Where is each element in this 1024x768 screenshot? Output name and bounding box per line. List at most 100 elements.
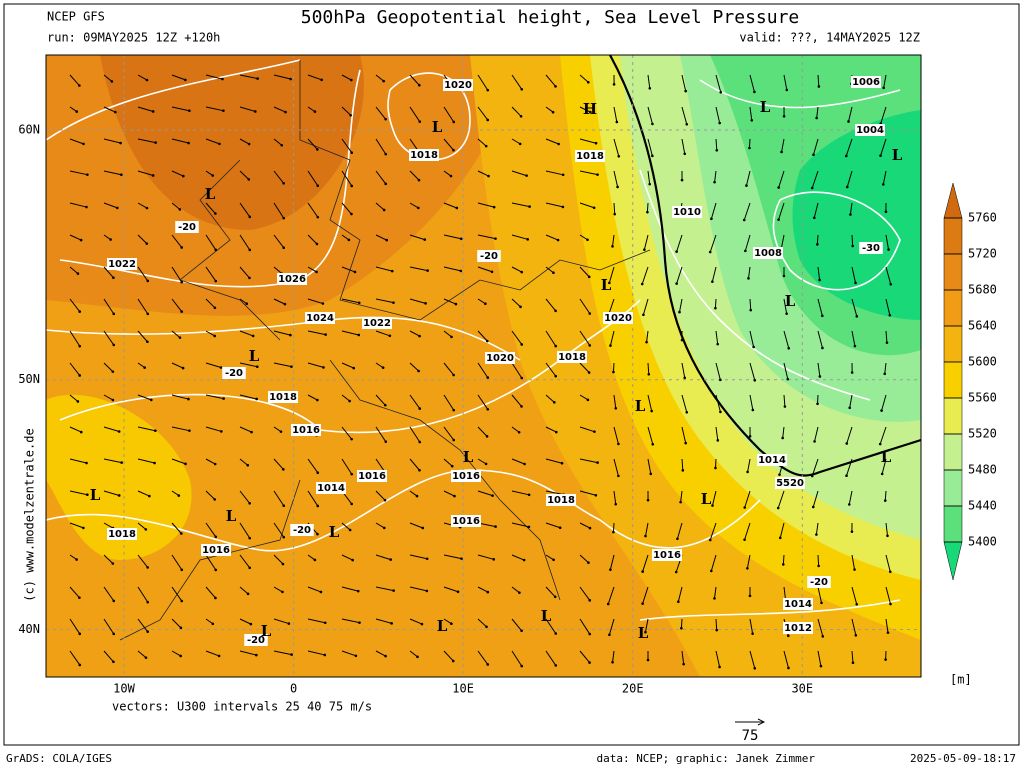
wind-arrow-head (180, 599, 184, 603)
wind-arrow-head (552, 271, 555, 275)
wind-arrow (443, 586, 459, 593)
wind-arrow (579, 138, 597, 144)
wind-arrow (817, 618, 824, 637)
wind-arrow-head (518, 591, 521, 594)
wind-arrow-head (777, 218, 780, 221)
wind-arrow (273, 202, 285, 219)
wind-arrow (273, 234, 285, 249)
wind-arrow (69, 618, 81, 635)
wind-arrow-head (313, 110, 317, 113)
colorbar-bin (943, 361, 963, 399)
wind-arrow (579, 458, 598, 464)
wind-arrow-head (180, 246, 183, 249)
map-area: 1020 1018 1018 1022 1026 1024 1022 1020 1018 1020… (46, 55, 921, 677)
wind-arrow-head (384, 440, 388, 443)
wind-arrow (747, 458, 751, 473)
isobar (639, 169, 871, 401)
wind-arrow-head (112, 312, 116, 316)
wind-arrow-head (486, 590, 490, 594)
wind-arrow (273, 586, 283, 593)
wind-arrow (341, 650, 357, 657)
wind-arrow-head (112, 632, 116, 636)
data-credit: data: NCEP; graphic: Janek Zimmer (596, 752, 815, 765)
wind-arrow (881, 394, 887, 411)
wind-arrow (851, 586, 858, 605)
wind-arrow (817, 74, 820, 87)
wind-arrow-head (588, 599, 592, 602)
lat-label: 60N (18, 122, 40, 136)
wind-arrow-head (485, 435, 489, 438)
wind-arrow (103, 298, 115, 315)
wind-arrow (239, 394, 257, 400)
wind-arrow (715, 330, 719, 345)
lon-label: 10W (113, 682, 135, 696)
contour-label: 1022 (108, 259, 136, 270)
wind-arrow (579, 426, 595, 433)
wind-arrow-head (748, 146, 751, 150)
wind-arrow (885, 522, 889, 536)
contour-label: 1018 (410, 150, 438, 161)
wind-arrow-head (611, 660, 614, 664)
wind-arrow (239, 586, 249, 595)
colorbar-label: 5520 (968, 427, 997, 441)
contour-label: 1016 (358, 471, 386, 482)
wind-arrow-head (213, 306, 217, 310)
wind-arrow (341, 170, 353, 187)
wind-arrow (817, 362, 821, 377)
wind-arrow-head (75, 110, 79, 113)
wind-arrow (511, 106, 522, 117)
wind-arrow-head (392, 301, 395, 304)
wind-arrow (477, 362, 489, 378)
wind-arrow-head (452, 373, 455, 377)
contour-label: -20 (178, 222, 196, 233)
wind-arrow (681, 362, 686, 378)
wind-arrow (307, 586, 322, 593)
wind-arrow-head (76, 272, 80, 275)
wind-arrow (137, 426, 156, 432)
wind-arrow (69, 106, 78, 112)
wind-arrow-head (519, 115, 523, 118)
wind-arrow-head (588, 632, 592, 636)
wind-arrow-head (491, 494, 494, 497)
pressure-center: L (90, 486, 101, 504)
wind-arrow-head (557, 142, 560, 146)
colorbar-label: 5640 (968, 319, 997, 333)
wind-arrow-head (316, 148, 319, 151)
wind-arrow (171, 426, 190, 432)
wind-arrow (307, 618, 326, 624)
contour-label: 1014 (758, 455, 786, 466)
wind-arrow (239, 362, 258, 368)
contour-label-bg (477, 250, 501, 262)
wind-arrow-head (149, 398, 153, 402)
wind-arrow-head (586, 238, 589, 242)
wind-arrow (273, 298, 286, 305)
wind-arrow-head (680, 178, 684, 182)
wind-arrow-head (587, 275, 591, 279)
wind-arrow (715, 106, 721, 124)
wind-arrow (239, 554, 251, 569)
wind-arrow-head (246, 592, 250, 596)
wind-arrow-head (319, 590, 323, 594)
wind-arrow (69, 426, 82, 433)
wind-arrow-head (187, 141, 190, 145)
wind-arrow-head (487, 174, 490, 178)
wind-arrow (545, 106, 554, 113)
contour-label-bg (451, 470, 481, 482)
wind-arrow-head (357, 301, 361, 305)
pressure-center: L (463, 448, 474, 466)
wind-arrow (545, 650, 557, 666)
wind-arrow-head (711, 504, 714, 507)
wind-arrow-head (255, 397, 258, 401)
wind-arrow-head (315, 242, 319, 246)
wind-arrow-head (316, 215, 320, 219)
isobar (46, 59, 301, 141)
wind-arrow (545, 170, 564, 176)
wind-arrow-head (181, 366, 185, 370)
wind-arrow (545, 554, 554, 561)
pressure-center: L (785, 292, 796, 310)
wind-arrow-head (248, 276, 251, 280)
wind-arrow (817, 586, 823, 603)
wind-arrow (205, 362, 222, 369)
wind-arrow (205, 106, 224, 112)
wind-arrow (477, 458, 487, 465)
